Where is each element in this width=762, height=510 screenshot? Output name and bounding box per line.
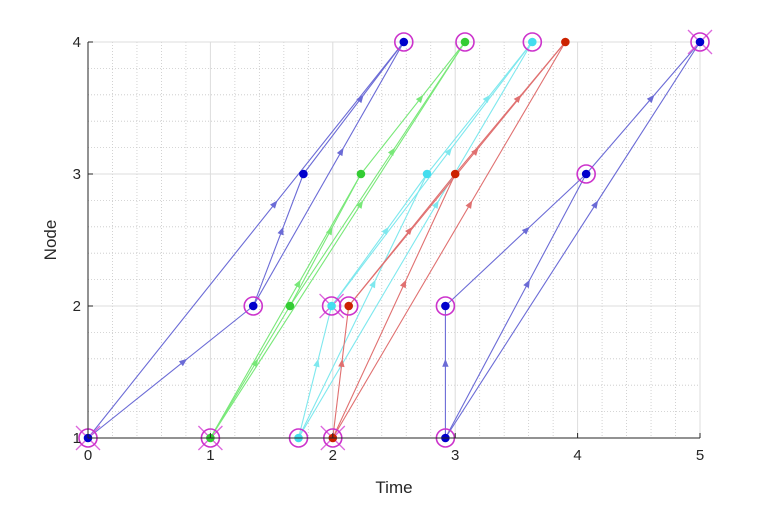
series-segment	[298, 41, 533, 439]
series-1	[87, 41, 701, 439]
arrowhead	[293, 279, 301, 289]
series-segment	[445, 173, 587, 307]
series-segment	[332, 173, 456, 439]
arrowhead	[269, 200, 278, 209]
circle-marker	[321, 296, 342, 316]
series-segment	[302, 41, 405, 175]
series-segment	[332, 305, 350, 439]
data-point	[441, 301, 450, 311]
arrowhead	[313, 358, 320, 368]
data-point	[344, 301, 354, 311]
arrowhead	[178, 358, 188, 367]
arrowhead	[591, 200, 599, 209]
series-segment	[426, 41, 533, 175]
arrowhead	[387, 147, 395, 157]
data-point	[695, 37, 705, 47]
data-point	[450, 169, 460, 179]
circle-marker	[576, 164, 596, 184]
arrowhead	[381, 226, 389, 236]
arrowhead	[444, 147, 453, 156]
circle-marker	[522, 32, 543, 52]
series-segment	[87, 305, 254, 439]
series-segment	[331, 41, 533, 307]
arrowhead	[356, 200, 364, 209]
x-tick-label: 4	[573, 447, 581, 464]
plot-area	[75, 29, 713, 451]
x-tick-label: 0	[84, 447, 92, 464]
arrowhead	[521, 226, 530, 235]
arrowhead	[336, 147, 344, 157]
y-axis-label: Node	[41, 220, 60, 261]
arrowhead	[513, 94, 522, 103]
x-axis-label: Time	[375, 478, 412, 497]
series-segment	[289, 41, 466, 307]
arrowhead	[325, 226, 333, 236]
arrowhead	[405, 226, 413, 236]
data-point	[528, 37, 537, 47]
data-point	[581, 169, 591, 179]
arrowhead	[369, 279, 376, 289]
series-1-markers	[75, 29, 713, 451]
data-point	[299, 169, 308, 179]
data-point	[327, 301, 336, 311]
x-tick-label: 3	[451, 447, 459, 464]
series-segment	[289, 173, 362, 307]
series-segment	[585, 41, 701, 175]
data-point	[285, 301, 295, 311]
series-segment	[444, 41, 701, 439]
arrowhead	[482, 94, 491, 104]
arrowhead	[251, 358, 259, 368]
circle-marker	[338, 296, 359, 316]
series-2	[209, 41, 466, 439]
arrowhead	[471, 147, 479, 156]
x-tick-label: 1	[206, 447, 214, 464]
series-4	[332, 41, 566, 439]
series-3	[297, 41, 533, 439]
data-point	[248, 301, 258, 311]
series-segment	[360, 41, 466, 175]
arrowhead	[442, 358, 449, 367]
arrowhead	[431, 200, 439, 209]
arrowhead	[415, 94, 424, 104]
data-point	[356, 169, 366, 179]
arrowhead	[646, 94, 655, 103]
series-segment	[87, 41, 405, 439]
arrowhead	[523, 279, 530, 289]
x-tick-label: 2	[329, 447, 337, 464]
grid	[87, 41, 701, 439]
data-point	[422, 169, 432, 179]
arrowhead	[277, 226, 284, 236]
series-segment	[252, 41, 405, 307]
arrowhead	[356, 94, 364, 104]
circle-marker	[243, 296, 264, 316]
series-segment	[444, 173, 587, 439]
arrowhead	[338, 358, 345, 368]
circle-marker	[455, 32, 475, 52]
circle-marker	[690, 32, 710, 52]
y-tick-label: 1	[73, 430, 81, 447]
circle-marker	[393, 32, 414, 52]
series-segment	[209, 41, 466, 439]
y-tick-label: 2	[73, 298, 81, 315]
series-segment	[297, 305, 333, 439]
series-segment	[252, 173, 304, 307]
series-segment	[209, 305, 291, 439]
arrowhead	[465, 200, 473, 209]
series-segment	[332, 41, 566, 439]
x-tick-label: 5	[696, 447, 704, 464]
data-point	[460, 37, 470, 47]
series-segment	[331, 173, 428, 307]
y-tick-label: 4	[73, 34, 81, 51]
y-tick-label: 3	[73, 166, 81, 183]
arrowhead	[399, 279, 407, 289]
data-point	[561, 37, 570, 47]
series-segment	[298, 173, 428, 439]
data-point	[399, 37, 409, 47]
circle-marker	[435, 296, 456, 316]
